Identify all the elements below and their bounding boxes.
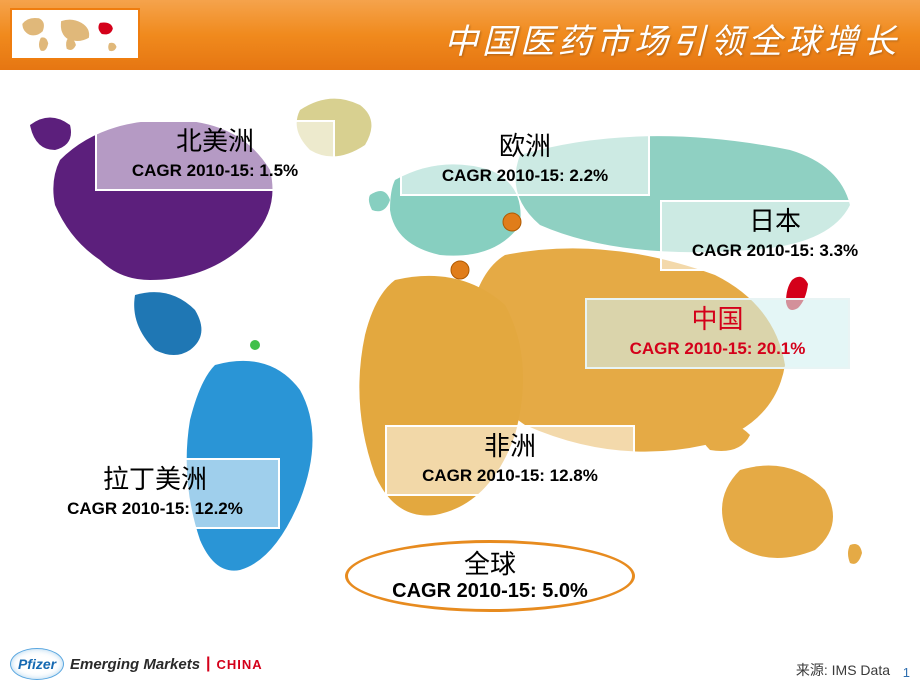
region-name: 欧洲 (416, 133, 634, 162)
region-name: 日本 (676, 208, 874, 237)
brand-region-text: CHINA (217, 657, 263, 672)
world-map-infographic: 北美洲 CAGR 2010-15: 1.5% 欧洲 CAGR 2010-15: … (0, 70, 920, 630)
brand-lockup: Pfizer Emerging Markets | CHINA (10, 648, 263, 680)
region-metric: CAGR 2010-15: 1.5% (111, 161, 319, 181)
region-metric: CAGR 2010-15: 3.3% (676, 241, 874, 261)
slide-title: 中国医药市场引领全球增长 (444, 14, 900, 63)
region-box-africa: 非洲 CAGR 2010-15: 12.8% (385, 425, 635, 496)
region-metric: CAGR 2010-15: 20.1% (601, 339, 834, 359)
region-box-global: 全球 CAGR 2010-15: 5.0% (345, 540, 635, 612)
brand-divider: | (206, 655, 210, 673)
region-name: 非洲 (401, 433, 619, 462)
slide-header: 中国医药市场引领全球增长 (0, 0, 920, 70)
region-box-china: 中国 CAGR 2010-15: 20.1% (585, 298, 850, 369)
region-box-europe: 欧洲 CAGR 2010-15: 2.2% (400, 125, 650, 196)
slide-footer: Pfizer Emerging Markets | CHINA 来源: IMS … (0, 650, 920, 690)
region-name: 中国 (601, 306, 834, 335)
region-box-japan: 日本 CAGR 2010-15: 3.3% (660, 200, 890, 271)
region-metric: CAGR 2010-15: 5.0% (378, 580, 602, 603)
region-box-latin-america: 拉丁美洲 CAGR 2010-15: 12.2% (30, 458, 280, 529)
region-box-north-america: 北美洲 CAGR 2010-15: 1.5% (95, 120, 335, 191)
header-mini-world-map (10, 8, 140, 60)
pfizer-logo: Pfizer (10, 648, 64, 680)
brand-secondary-text: Emerging Markets (70, 656, 200, 673)
region-name: 拉丁美洲 (46, 466, 264, 495)
brand-primary-text: Pfizer (18, 656, 56, 672)
region-metric: CAGR 2010-15: 2.2% (416, 166, 634, 186)
region-name: 北美洲 (111, 128, 319, 157)
data-source-label: 来源: IMS Data (796, 660, 890, 680)
region-metric: CAGR 2010-15: 12.2% (46, 499, 264, 519)
page-number: 1 (903, 665, 910, 680)
region-name: 全球 (378, 551, 602, 580)
region-metric: CAGR 2010-15: 12.8% (401, 466, 619, 486)
